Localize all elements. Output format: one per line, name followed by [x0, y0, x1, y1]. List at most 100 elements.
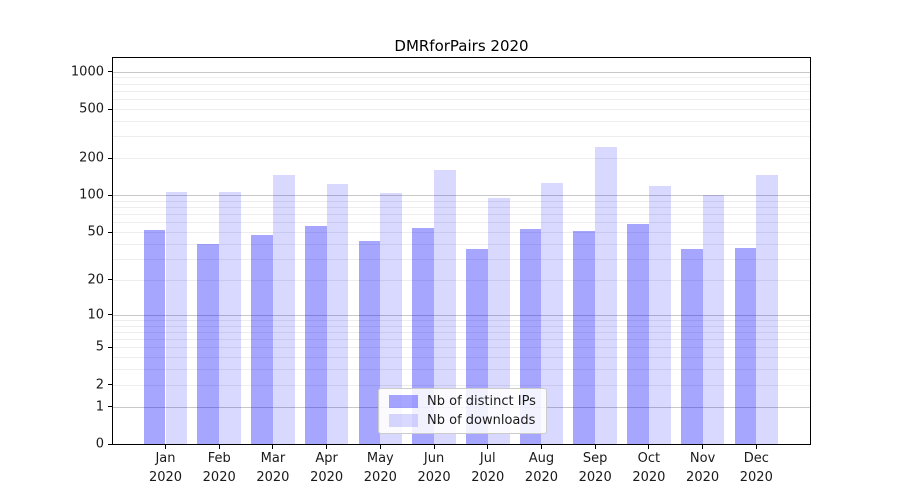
gridline-minor — [113, 77, 810, 79]
plot-area: Nb of distinct IPs Nb of downloads 1000 5… — [71, 57, 811, 485]
gridline-minor — [113, 331, 810, 333]
y-tick-label: 1 — [95, 399, 104, 415]
bar-downloads — [380, 193, 403, 444]
y-tick-mark — [108, 231, 113, 233]
bar-downloads — [541, 183, 564, 444]
gridline-minor — [113, 357, 810, 359]
x-tick-label: Apr 2020 — [310, 451, 344, 485]
gridline-minor — [113, 279, 810, 281]
x-tick-label: Oct 2020 — [632, 451, 666, 485]
x-tick-label: Sep 2020 — [578, 451, 612, 485]
y-tick-label: 2 — [95, 377, 104, 393]
legend-swatch-downloads — [389, 414, 418, 427]
gridline-minor — [113, 207, 810, 209]
gridline-minor — [113, 158, 810, 160]
y-tick-mark — [108, 406, 113, 408]
y-tick-label: 500 — [79, 101, 104, 117]
y-tick-mark — [108, 157, 113, 159]
gridline-major — [113, 195, 810, 197]
y-tick-mark — [108, 108, 113, 110]
gridline-minor — [113, 232, 810, 234]
gridline-minor — [113, 200, 810, 202]
x-tick-mark — [648, 444, 650, 449]
legend: Nb of distinct IPs Nb of downloads — [378, 388, 547, 434]
y-tick-mark — [108, 346, 113, 348]
legend-item-downloads: Nb of downloads — [389, 413, 536, 428]
gridline-minor — [113, 319, 810, 321]
x-tick-mark — [165, 444, 166, 449]
bar-downloads — [595, 146, 617, 444]
x-tick-mark — [433, 444, 435, 449]
x-tick-label: Dec 2020 — [739, 451, 773, 485]
y-tick-label: 1000 — [70, 64, 104, 80]
gridline-minor — [113, 384, 810, 386]
bar-distinct-ips — [358, 241, 381, 444]
gridline-minor — [113, 325, 810, 327]
legend-item-distinct-ips: Nb of distinct IPs — [389, 394, 536, 409]
y-tick-mark — [108, 279, 113, 281]
gridline-minor — [113, 347, 810, 349]
x-tick-label: Feb 2020 — [202, 451, 236, 485]
y-tick-label: 10 — [87, 307, 104, 323]
gridline-minor — [113, 90, 810, 92]
x-tick-label: Mar 2020 — [256, 451, 290, 485]
bar-downloads — [219, 191, 241, 444]
legend-label-downloads: Nb of downloads — [427, 413, 536, 428]
bar-downloads — [648, 186, 671, 444]
gridline-minor — [113, 99, 810, 101]
x-tick-label: Jan 2020 — [148, 451, 183, 485]
y-tick-label: 20 — [87, 272, 104, 288]
x-tick-mark — [755, 444, 757, 449]
y-tick-label: 50 — [87, 224, 104, 240]
x-tick-label: Aug 2020 — [524, 451, 559, 485]
gridline-minor — [113, 83, 810, 85]
bar-distinct-ips — [197, 243, 220, 444]
gridline-minor — [113, 222, 810, 224]
gridline-minor — [113, 369, 810, 371]
legend-swatch-distinct-ips — [389, 395, 418, 408]
gridline-major — [113, 71, 810, 73]
x-tick-mark — [379, 444, 381, 449]
bar-distinct-ips — [627, 224, 649, 444]
y-tick-mark — [108, 314, 113, 316]
bar-distinct-ips — [680, 249, 703, 444]
gridline-minor — [113, 109, 810, 111]
bar-downloads — [326, 184, 349, 444]
y-tick-label: 5 — [95, 339, 104, 355]
bar-downloads — [165, 191, 188, 444]
x-tick-mark — [218, 444, 220, 449]
bar-downloads — [702, 194, 725, 444]
y-tick-mark — [108, 384, 113, 386]
gridline-minor — [113, 136, 810, 138]
gridline-minor — [113, 121, 810, 123]
y-tick-mark — [108, 194, 113, 196]
gridline-major — [113, 314, 810, 316]
gridline-minor — [113, 339, 810, 341]
x-tick-mark — [326, 444, 328, 449]
bar-distinct-ips — [304, 226, 327, 444]
x-tick-mark — [702, 444, 704, 449]
y-tick-label: 0 — [95, 436, 104, 452]
x-tick-mark — [272, 444, 274, 449]
bar-downloads — [487, 197, 510, 444]
x-tick-mark — [540, 444, 542, 449]
bar-distinct-ips — [143, 230, 166, 444]
bar-downloads — [756, 175, 779, 444]
x-tick-label: Jul 2020 — [471, 451, 505, 485]
bar-distinct-ips — [573, 231, 596, 444]
chart-title: DMRforPairs 2020 — [394, 37, 529, 55]
y-tick-mark — [108, 443, 113, 445]
legend-label-distinct-ips: Nb of distinct IPs — [427, 394, 536, 409]
y-tick-label: 200 — [79, 150, 104, 166]
bar-distinct-ips — [251, 235, 273, 444]
bar-downloads — [434, 170, 456, 444]
x-tick-mark — [594, 444, 596, 449]
y-tick-mark — [108, 71, 113, 73]
x-tick-label: Jun 2020 — [417, 451, 451, 485]
gridline-minor — [113, 243, 810, 245]
y-tick-label: 100 — [79, 187, 104, 203]
x-tick-mark — [487, 444, 489, 449]
bar-distinct-ips — [734, 247, 757, 444]
gridline-minor — [113, 214, 810, 216]
